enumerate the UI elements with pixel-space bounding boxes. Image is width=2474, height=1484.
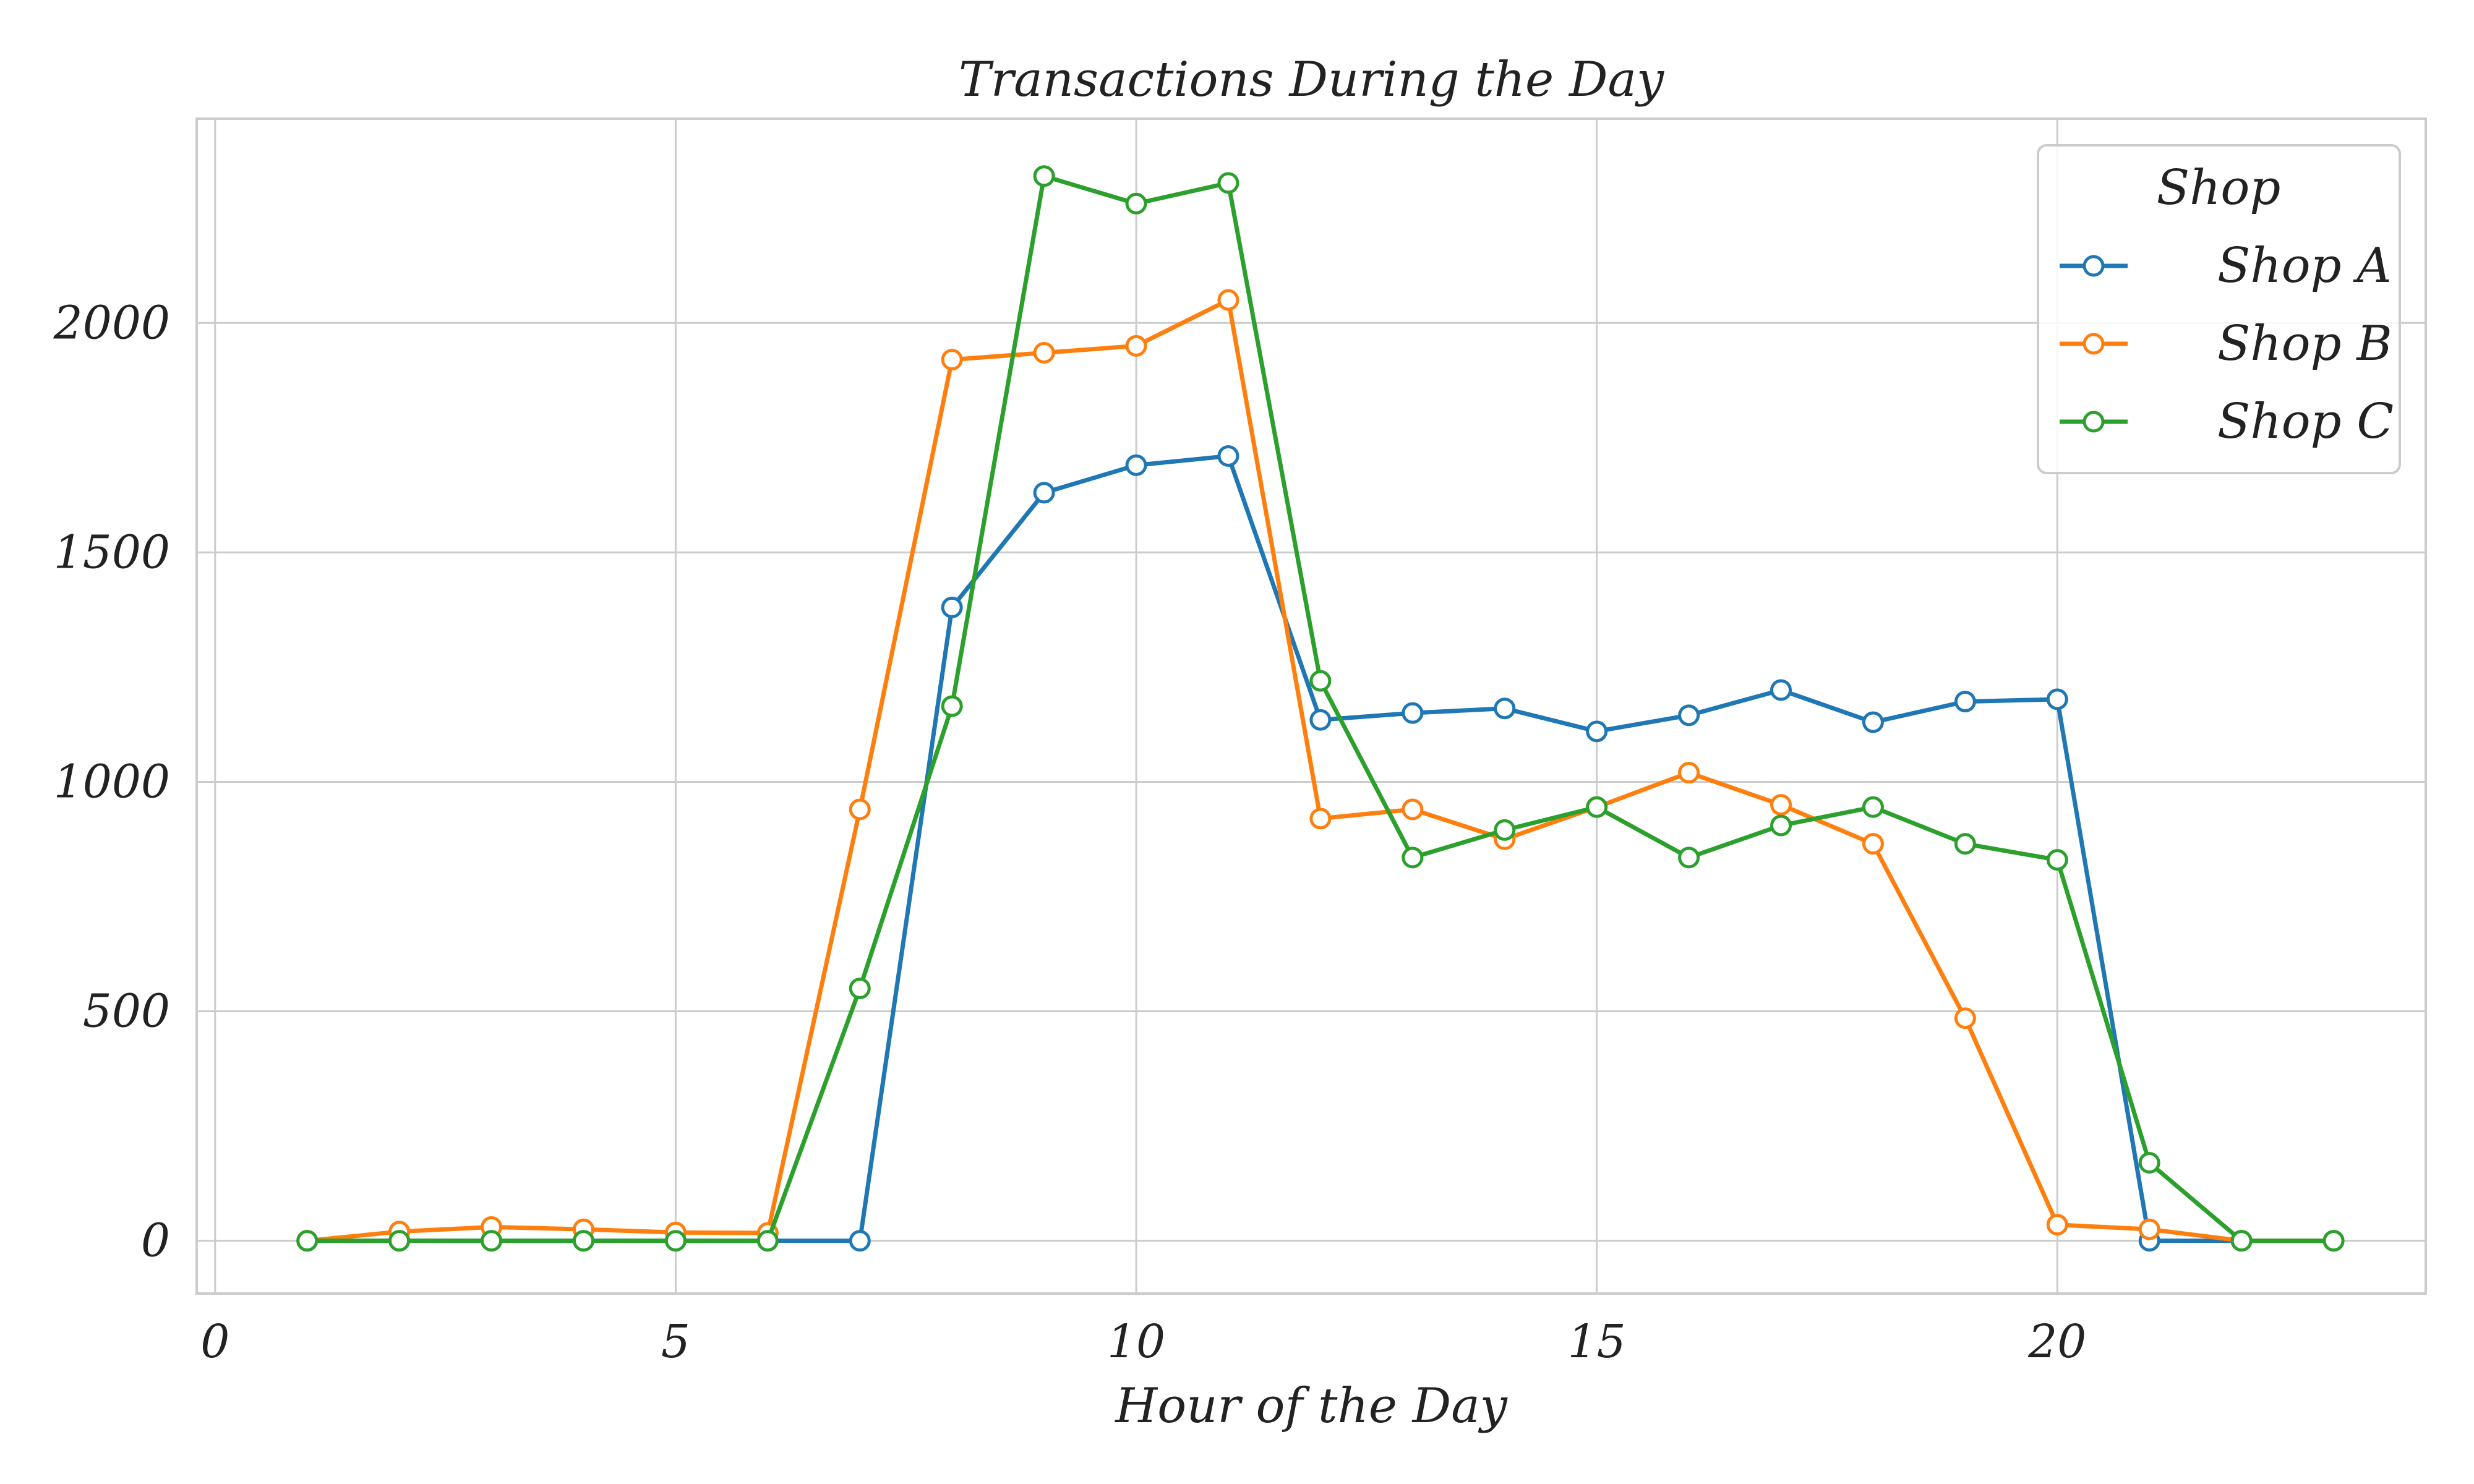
legend-marker [2082,411,2105,433]
data-point [1217,445,1239,467]
x-axis-label: Hour of the Day [1114,1378,1507,1434]
data-point [1309,709,1332,731]
legend-entries: Shop A Shop B Shop C [2060,238,2394,450]
data-point [572,1230,594,1252]
data-point [1954,1007,1976,1030]
data-point [1217,172,1239,194]
y-tick-labels: 0 500 1000 1500 2000 [53,296,170,1267]
legend-box [2037,144,2401,474]
legend-entry: Shop C [2060,394,2394,450]
legend-label: Shop C [2217,394,2394,450]
data-point [1033,165,1055,187]
data-point [1862,711,1884,733]
data-point [1678,846,1700,869]
y-tick-label: 1000 [54,755,170,808]
x-tick-labels: 0 5 10 15 20 [200,1315,2086,1368]
data-point [2046,849,2068,871]
data-point [2138,1151,2160,1174]
data-point [2046,1214,2068,1236]
legend-label: Shop A [2217,238,2392,294]
x-tick-label: 5 [661,1315,690,1368]
data-point [941,349,963,371]
data-point [1770,814,1792,837]
plot-frame [195,117,2427,1295]
data-point [849,1230,871,1252]
data-point [2230,1230,2253,1252]
data-point [1862,833,1884,855]
series-shop-a [296,445,2345,1252]
data-point [1125,192,1147,215]
series-line [307,454,2334,1243]
data-point [1033,482,1055,504]
data-point [1954,833,1976,855]
data-point [2046,688,2068,710]
data-point [296,1230,319,1252]
data-point [941,596,963,618]
data-point [1954,691,1976,713]
data-point [2138,1218,2160,1240]
data-point [1125,454,1147,476]
data-point [849,798,871,821]
legend-entry: Shop A [2060,238,2392,294]
legend-title: Shop [2157,160,2281,216]
y-tick-label: 2000 [53,296,170,349]
data-point [756,1230,779,1252]
series-shop-b [296,289,2345,1252]
y-tick-label: 0 [141,1214,170,1268]
data-point [1770,794,1792,816]
data-point [849,977,871,999]
data-point [1586,720,1608,743]
data-point [1862,796,1884,818]
series-line [307,174,2334,1243]
data-point [1494,697,1516,720]
y-tick-label: 1500 [54,526,170,579]
x-tick-label: 0 [200,1315,229,1368]
data-point [1402,798,1424,821]
data-point [1217,289,1239,311]
data-point [1402,846,1424,869]
series-layer [296,165,2345,1252]
legend: Shop Shop A Shop B Shop C [2037,144,2401,474]
data-point [1586,796,1608,818]
data-point [481,1230,503,1252]
data-point [1770,679,1792,701]
series-line [307,297,2334,1243]
data-point [2322,1230,2345,1252]
data-point [1309,670,1332,692]
x-tick-label: 10 [1107,1315,1165,1368]
series-shop-c [296,165,2345,1252]
legend-entry: Shop B [2060,316,2392,372]
y-tick-label: 500 [83,985,170,1038]
legend-marker [2082,255,2105,277]
legend-marker [2082,333,2105,355]
chart-title: Transactions During the Day [959,52,1664,108]
data-point [1678,704,1700,727]
legend-label: Shop B [2217,316,2392,372]
data-point [941,695,963,717]
data-point [1309,808,1332,830]
data-point [1402,702,1424,724]
data-point [1678,762,1700,784]
x-tick-label: 15 [1568,1315,1626,1368]
x-tick-label: 20 [2027,1315,2086,1368]
data-point [388,1230,411,1252]
data-point [664,1230,687,1252]
data-point [1494,819,1516,841]
data-point [1125,335,1147,357]
data-point [1033,342,1055,364]
